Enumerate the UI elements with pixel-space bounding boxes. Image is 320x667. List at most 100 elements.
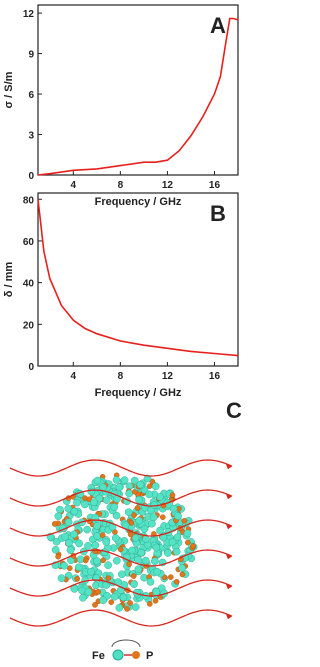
- fe-atom: [111, 534, 120, 542]
- fe-atom-icon: [112, 649, 124, 661]
- fe-atom: [130, 476, 139, 485]
- x-axis-label: Frequency / GHz: [95, 387, 182, 399]
- illustration: C Fe P: [9, 398, 242, 662]
- fe-atom: [79, 594, 87, 602]
- fe-atom: [70, 507, 79, 516]
- p-atom: [173, 579, 180, 585]
- panel-label: C: [226, 398, 242, 423]
- wave: [9, 609, 233, 627]
- fe-atom: [148, 519, 156, 528]
- plot-frame: [37, 4, 239, 176]
- fe-atom: [149, 513, 158, 522]
- y-tick-label: 0: [28, 362, 34, 373]
- fe-atom: [54, 512, 63, 521]
- plot-frame: [37, 192, 239, 367]
- p-atom: [51, 521, 58, 527]
- fe-atom: [131, 603, 140, 611]
- fe-atom: [152, 588, 161, 596]
- y-tick-label: 0: [28, 171, 34, 182]
- fe-atom: [65, 539, 73, 547]
- wave-arrow: [226, 464, 232, 470]
- fe-atom: [104, 561, 112, 570]
- fe-atom: [102, 538, 111, 546]
- fe-atom: [118, 570, 126, 579]
- fe-atom: [60, 562, 69, 570]
- wave-arrow: [226, 554, 232, 560]
- p-atom: [127, 600, 133, 606]
- p-atom: [108, 599, 114, 606]
- p-atom: [131, 512, 137, 518]
- fe-atom: [90, 498, 98, 506]
- fe-atom: [174, 512, 182, 520]
- p-atom: [95, 588, 101, 595]
- p-atom: [124, 606, 130, 612]
- fe-atom: [87, 567, 95, 576]
- p-atom: [92, 548, 98, 555]
- fe-atom: [130, 580, 138, 589]
- p-atom: [169, 492, 176, 499]
- fe-atom: [173, 533, 182, 542]
- fe-atom: [93, 522, 101, 530]
- fe-atom: [136, 480, 145, 489]
- fe-atom: [147, 506, 155, 515]
- fe-atom: [134, 555, 142, 564]
- data-line: [37, 17, 239, 176]
- wave-arrow: [226, 524, 232, 530]
- fe-atom: [64, 504, 73, 513]
- p-atom: [55, 553, 61, 560]
- fe-atom: [113, 556, 121, 565]
- wave-arrow: [226, 614, 232, 620]
- y-tick-label: 9: [28, 50, 34, 61]
- fe-atom: [153, 567, 161, 576]
- fe-atom: [137, 548, 146, 557]
- p-atom: [99, 532, 106, 539]
- fe-atom: [83, 525, 91, 534]
- wave-arrow: [226, 584, 232, 590]
- fe-atom: [169, 504, 178, 513]
- p-atom: [130, 573, 137, 579]
- x-tick-label: 4: [71, 371, 77, 382]
- fe-atom: [110, 592, 119, 601]
- fe-atom: [99, 596, 107, 605]
- y-tick-label: 40: [23, 279, 35, 290]
- fe-atom: [102, 496, 111, 504]
- fe-atom: [57, 574, 66, 583]
- rotation-arrow: [111, 639, 141, 648]
- fe-atom: [112, 476, 121, 484]
- fe-atom: [64, 518, 73, 526]
- p-atom: [128, 520, 135, 526]
- p-atom: [152, 598, 159, 604]
- fe-atom: [95, 494, 104, 503]
- fe-atom: [168, 538, 177, 546]
- fe-atom: [91, 541, 100, 550]
- x-tick-label: 8: [118, 180, 124, 191]
- legend-label: P: [146, 650, 153, 662]
- x-tick-label: 4: [71, 180, 77, 191]
- x-tick-label: 16: [209, 180, 221, 191]
- fe-atom: [140, 525, 149, 533]
- fe-atom: [131, 534, 140, 542]
- fe-atom: [81, 500, 89, 509]
- panel-label: B: [210, 201, 226, 226]
- wave: [9, 489, 233, 507]
- fe-atom: [56, 505, 64, 514]
- fe-atom: [93, 557, 101, 565]
- fe-atom: [135, 516, 143, 525]
- p-atom: [117, 546, 124, 553]
- x-tick-label: 12: [162, 180, 174, 191]
- legend-label: Fe: [92, 650, 105, 662]
- p-atom: [146, 601, 153, 607]
- fe-atom: [183, 529, 192, 538]
- wave: [9, 549, 233, 567]
- x-tick-label: 12: [162, 371, 174, 382]
- y-axis-label: σ / S/m: [3, 71, 15, 108]
- fe-atom: [120, 476, 129, 484]
- fe-atom: [151, 482, 160, 491]
- fe-atom: [115, 483, 124, 492]
- p-atom-icon: [132, 651, 140, 659]
- y-tick-label: 12: [23, 9, 35, 20]
- p-atom: [181, 518, 188, 524]
- fe-atom: [172, 547, 181, 556]
- y-axis-label: δ / mm: [3, 262, 15, 298]
- p-atom: [82, 557, 89, 564]
